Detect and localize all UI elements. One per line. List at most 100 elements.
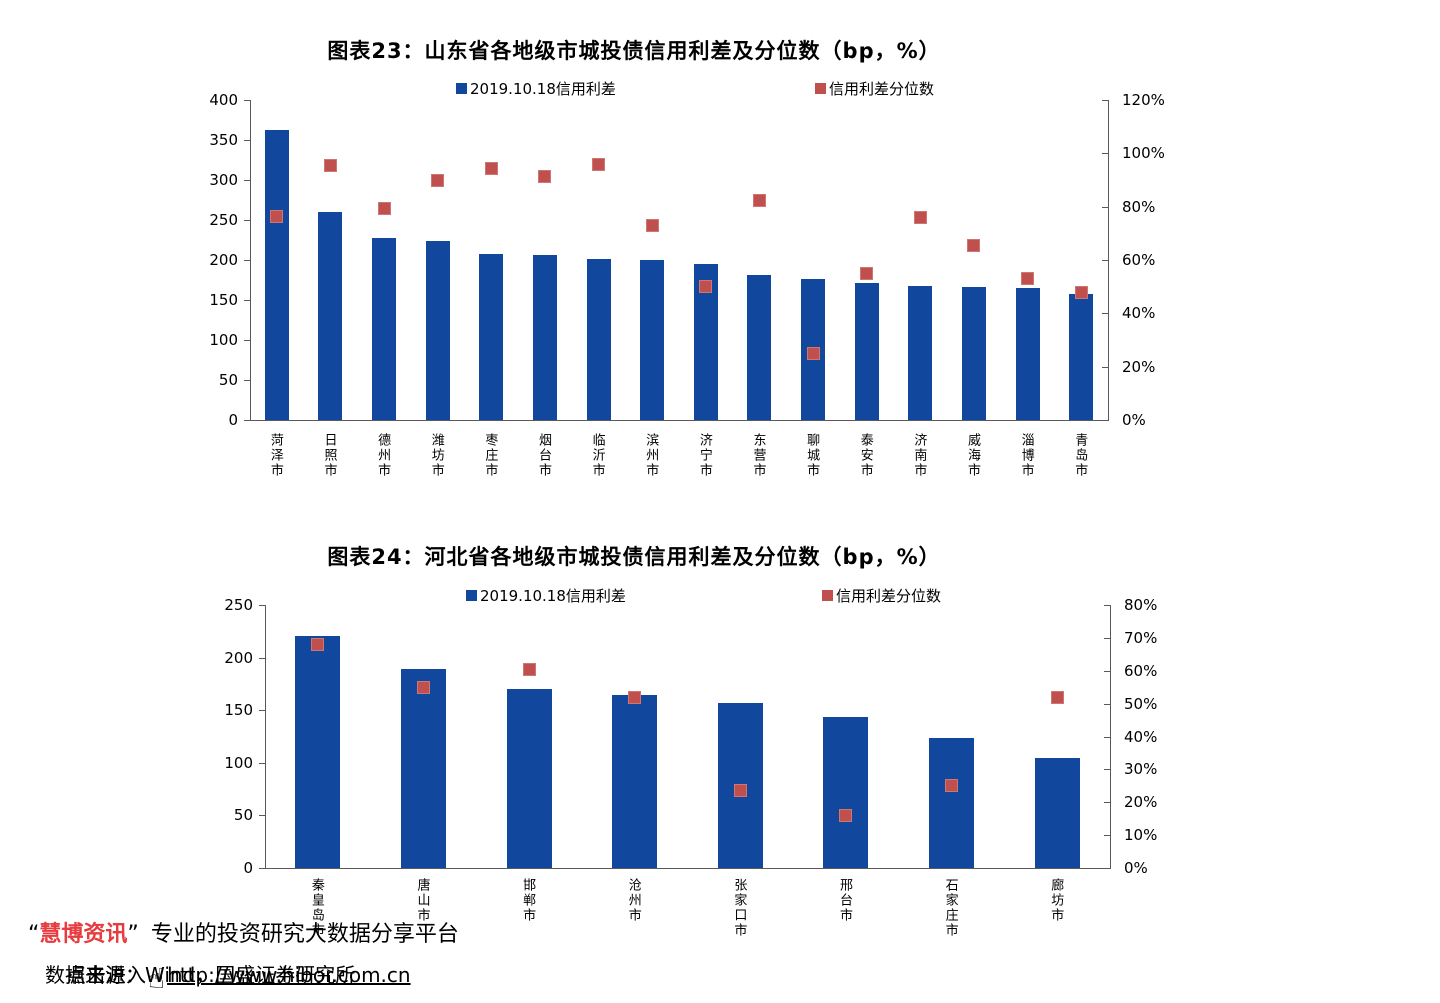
axis-tick-mark bbox=[244, 340, 250, 341]
y-axis-tick-label: 150 bbox=[224, 701, 253, 720]
x-axis-category-label: 烟台市 bbox=[535, 433, 551, 478]
axis-tick-mark bbox=[1104, 835, 1110, 837]
axis-tick-mark bbox=[244, 140, 250, 141]
axis-tick-mark bbox=[1102, 260, 1108, 261]
bar bbox=[400, 669, 446, 868]
axis-tick-mark bbox=[259, 710, 265, 712]
y-axis-tick-label: 20% bbox=[1124, 793, 1158, 812]
percentile-marker bbox=[1050, 690, 1064, 704]
pointing-hand-icon: ☝ bbox=[148, 962, 166, 995]
axis-tick-mark bbox=[244, 180, 250, 181]
y-axis-tick-label: 0 bbox=[243, 859, 253, 877]
axis-tick-mark bbox=[1104, 703, 1110, 705]
percentile-marker bbox=[1074, 285, 1088, 299]
x-axis-category-label: 东营市 bbox=[750, 433, 766, 478]
x-axis-category-label: 德州市 bbox=[375, 433, 391, 478]
chart-title: 图表23：山东省各地级市城投债信用利差及分位数（bp，%） bbox=[327, 39, 941, 64]
y-axis-tick-label: 30% bbox=[1124, 760, 1158, 779]
axis-tick-mark bbox=[1102, 366, 1108, 368]
y-axis-tick-label: 40% bbox=[1124, 727, 1158, 746]
x-axis-category-label: 潍坊市 bbox=[428, 433, 444, 478]
x-axis-category-label: 沧州市 bbox=[625, 878, 641, 923]
percentile-marker bbox=[431, 173, 445, 187]
marker-series-swatch-icon bbox=[815, 82, 826, 94]
bar bbox=[1069, 293, 1094, 420]
axis-tick-mark bbox=[1102, 100, 1108, 101]
axis-tick-mark bbox=[1104, 769, 1110, 771]
percentile-marker bbox=[913, 210, 927, 224]
legend-item-spread: 2019.10.18信用利差 bbox=[456, 79, 616, 98]
x-axis-category-label: 枣庄市 bbox=[482, 433, 498, 478]
bar bbox=[532, 255, 557, 420]
bar bbox=[1015, 288, 1040, 420]
y-axis-tick-label: 100% bbox=[1122, 144, 1165, 163]
y-axis-tick-label: 0% bbox=[1122, 411, 1146, 429]
percentile-marker bbox=[699, 280, 713, 294]
percentile-marker bbox=[645, 218, 659, 232]
x-axis-category-label: 泰安市 bbox=[857, 433, 873, 478]
axis-tick-mark bbox=[244, 260, 250, 261]
y-axis-tick-label: 20% bbox=[1122, 357, 1156, 376]
axis-tick-mark bbox=[1104, 637, 1110, 639]
brand-name: 慧博资讯 bbox=[39, 922, 128, 947]
axis-tick-mark bbox=[1102, 313, 1108, 315]
percentile-marker bbox=[416, 680, 430, 694]
plot-area bbox=[265, 605, 1111, 869]
y-axis-tick-label: 80% bbox=[1122, 197, 1156, 216]
legend-item-spread: 2019.10.18信用利差 bbox=[466, 586, 626, 605]
x-axis-category-label: 唐山市 bbox=[414, 878, 430, 923]
legend-label: 信用利差分位数 bbox=[829, 79, 935, 98]
percentile-marker bbox=[311, 637, 325, 651]
y-axis-tick-label: 120% bbox=[1122, 91, 1165, 109]
x-axis-category-label: 临沂市 bbox=[589, 433, 605, 478]
percentile-marker bbox=[839, 808, 853, 822]
x-axis-category-label: 菏泽市 bbox=[267, 433, 283, 478]
y-axis-tick-label: 250 bbox=[209, 211, 238, 229]
axis-tick-mark bbox=[259, 657, 265, 659]
percentile-marker bbox=[592, 157, 606, 171]
bar bbox=[372, 238, 397, 420]
percentile-marker bbox=[522, 662, 536, 676]
bar bbox=[586, 259, 611, 420]
axis-tick-mark bbox=[1102, 206, 1108, 208]
axis-tick-mark bbox=[1104, 670, 1110, 672]
legend-item-percentile: 信用利差分位数 bbox=[822, 586, 941, 605]
axis-tick-mark bbox=[244, 300, 250, 301]
y-axis-tick-label: 60% bbox=[1122, 251, 1156, 269]
legend-label: 2019.10.18信用利差 bbox=[470, 79, 616, 98]
y-axis-tick-label: 50 bbox=[233, 806, 253, 825]
bar bbox=[264, 130, 289, 420]
y-axis-tick-label: 300 bbox=[209, 171, 238, 189]
percentile-marker bbox=[967, 238, 981, 252]
axis-tick-mark bbox=[259, 605, 265, 606]
bar-series-swatch-icon bbox=[466, 589, 477, 601]
x-axis-category-label: 济宁市 bbox=[696, 433, 712, 478]
axis-tick-mark bbox=[259, 868, 265, 869]
bar bbox=[295, 635, 341, 868]
x-axis-category-label: 威海市 bbox=[964, 433, 980, 478]
watermark-cta-line: 点击进入☝ http://www.hibor.com.cn bbox=[66, 959, 411, 995]
bar bbox=[479, 254, 504, 420]
bar bbox=[1034, 757, 1080, 868]
hibor-link[interactable]: http://www.hibor.com.cn bbox=[167, 963, 411, 987]
bar bbox=[506, 689, 552, 868]
percentile-marker bbox=[733, 784, 747, 798]
y-axis-tick-label: 60% bbox=[1124, 661, 1158, 680]
y-axis-tick-label: 350 bbox=[209, 131, 238, 149]
data-source-note: 数据来源：Wind，国盛证券研究所 bbox=[45, 963, 356, 987]
y-axis-tick-label: 0% bbox=[1124, 859, 1148, 877]
percentile-marker bbox=[270, 209, 284, 223]
x-axis-category-label: 青岛市 bbox=[1072, 433, 1088, 478]
percentile-marker bbox=[860, 266, 874, 280]
x-axis-category-label: 聊城市 bbox=[804, 433, 820, 478]
bar bbox=[823, 716, 869, 868]
y-axis-tick-label: 10% bbox=[1124, 826, 1158, 845]
x-axis-category-label: 邯郸市 bbox=[520, 878, 536, 923]
axis-tick-mark bbox=[259, 762, 265, 764]
axis-tick-mark bbox=[244, 100, 250, 101]
axis-tick-mark bbox=[1104, 736, 1110, 738]
percentile-marker bbox=[377, 201, 391, 215]
